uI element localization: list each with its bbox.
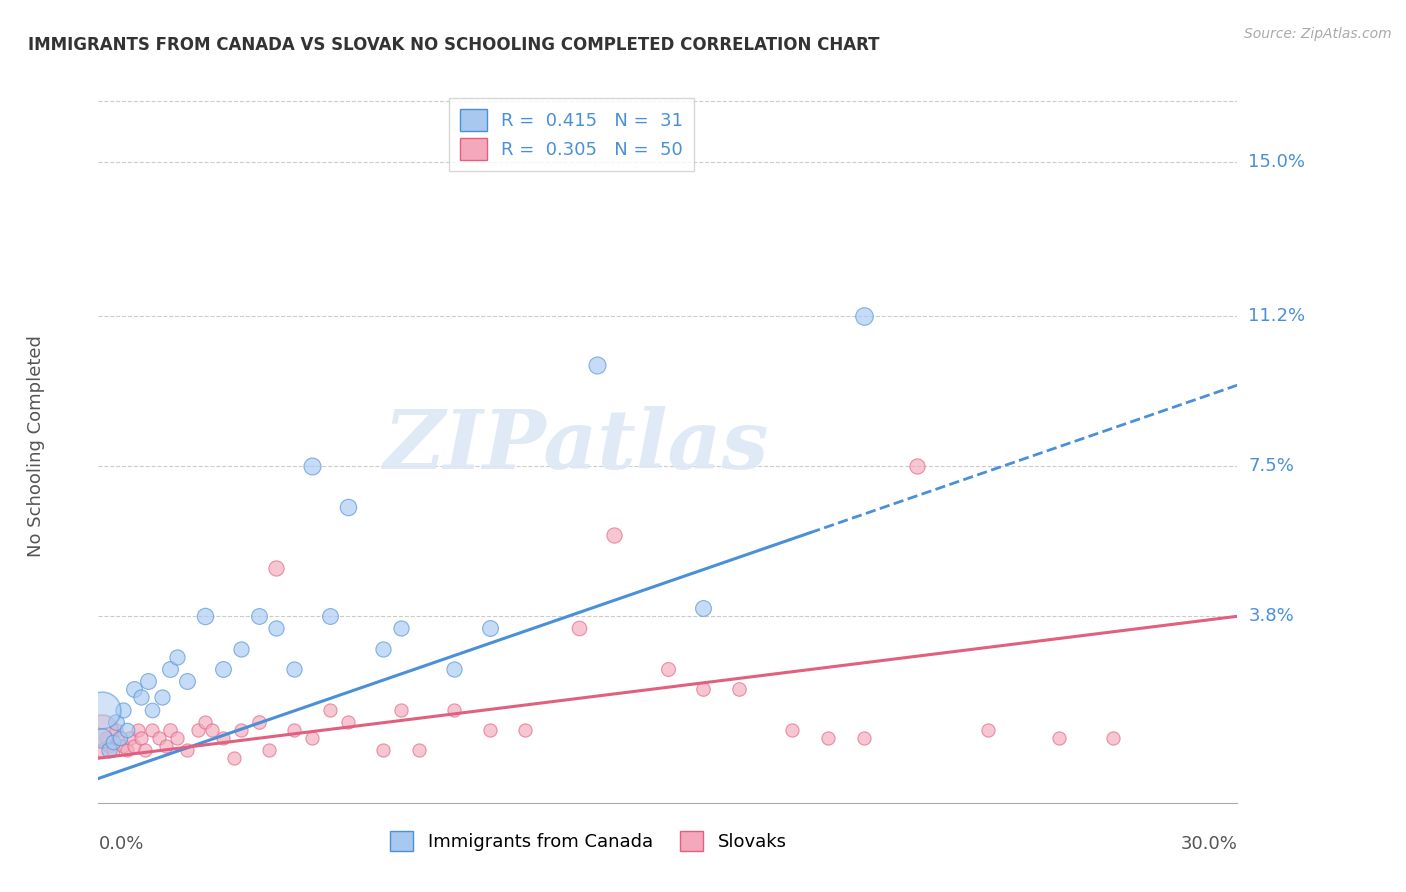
Point xyxy=(1101,731,1123,745)
Point xyxy=(371,641,394,656)
Point xyxy=(122,682,145,697)
Point xyxy=(259,743,281,757)
Point xyxy=(134,743,156,757)
Text: Source: ZipAtlas.com: Source: ZipAtlas.com xyxy=(1244,27,1392,41)
Point xyxy=(148,731,170,745)
Point xyxy=(108,731,131,745)
Point xyxy=(141,702,163,716)
Point xyxy=(389,702,412,716)
Point xyxy=(101,743,124,757)
Point xyxy=(728,682,751,697)
Point xyxy=(101,735,124,749)
Text: 3.8%: 3.8% xyxy=(1249,607,1294,625)
Point xyxy=(266,622,288,636)
Text: ZIPatlas: ZIPatlas xyxy=(384,406,769,486)
Point xyxy=(443,702,465,716)
Point xyxy=(91,743,114,757)
Text: 15.0%: 15.0% xyxy=(1249,153,1305,171)
Text: 30.0%: 30.0% xyxy=(1181,835,1237,854)
Point xyxy=(98,743,121,757)
Point xyxy=(852,310,875,324)
Legend: Immigrants from Canada, Slovaks: Immigrants from Canada, Slovaks xyxy=(382,823,794,858)
Point xyxy=(127,723,149,737)
Point xyxy=(115,743,138,757)
Point xyxy=(136,674,159,689)
Point xyxy=(105,723,128,737)
Point xyxy=(478,723,501,737)
Point xyxy=(105,714,128,729)
Point xyxy=(129,690,152,705)
Point xyxy=(905,459,928,474)
Point xyxy=(408,743,430,757)
Point xyxy=(112,702,135,716)
Point xyxy=(515,723,537,737)
Point xyxy=(977,723,1000,737)
Point xyxy=(371,743,394,757)
Point xyxy=(478,622,501,636)
Point xyxy=(159,662,181,676)
Point xyxy=(98,739,121,753)
Point xyxy=(657,662,679,676)
Point xyxy=(115,723,138,737)
Point xyxy=(91,723,114,737)
Point xyxy=(319,609,342,624)
Point xyxy=(155,739,177,753)
Point xyxy=(692,682,714,697)
Point xyxy=(166,731,188,745)
Point xyxy=(108,731,131,745)
Point xyxy=(301,459,323,474)
Point xyxy=(201,723,224,737)
Point xyxy=(229,723,252,737)
Point xyxy=(166,649,188,664)
Point xyxy=(852,731,875,745)
Point xyxy=(817,731,839,745)
Point xyxy=(159,723,181,737)
Point xyxy=(120,731,142,745)
Point xyxy=(152,690,174,705)
Point xyxy=(129,731,152,745)
Point xyxy=(176,674,198,689)
Point xyxy=(247,714,270,729)
Text: 11.2%: 11.2% xyxy=(1249,307,1306,326)
Point xyxy=(94,731,117,745)
Point xyxy=(585,358,607,372)
Point xyxy=(122,739,145,753)
Point xyxy=(1047,731,1070,745)
Point xyxy=(229,641,252,656)
Point xyxy=(283,662,305,676)
Point xyxy=(389,622,412,636)
Point xyxy=(266,560,288,574)
Text: IMMIGRANTS FROM CANADA VS SLOVAK NO SCHOOLING COMPLETED CORRELATION CHART: IMMIGRANTS FROM CANADA VS SLOVAK NO SCHO… xyxy=(28,36,880,54)
Point xyxy=(319,702,342,716)
Point xyxy=(603,528,626,542)
Point xyxy=(212,662,235,676)
Point xyxy=(782,723,804,737)
Point xyxy=(336,500,359,514)
Point xyxy=(141,723,163,737)
Point xyxy=(568,622,591,636)
Point xyxy=(212,731,235,745)
Point xyxy=(187,723,209,737)
Text: 7.5%: 7.5% xyxy=(1249,458,1295,475)
Point xyxy=(336,714,359,729)
Point xyxy=(301,731,323,745)
Point xyxy=(91,702,114,716)
Point xyxy=(443,662,465,676)
Text: 0.0%: 0.0% xyxy=(98,835,143,854)
Point xyxy=(692,601,714,615)
Point xyxy=(247,609,270,624)
Point xyxy=(91,731,114,745)
Point xyxy=(112,739,135,753)
Point xyxy=(222,751,245,765)
Point xyxy=(283,723,305,737)
Point xyxy=(194,714,217,729)
Text: No Schooling Completed: No Schooling Completed xyxy=(27,335,45,557)
Point xyxy=(194,609,217,624)
Point xyxy=(176,743,198,757)
